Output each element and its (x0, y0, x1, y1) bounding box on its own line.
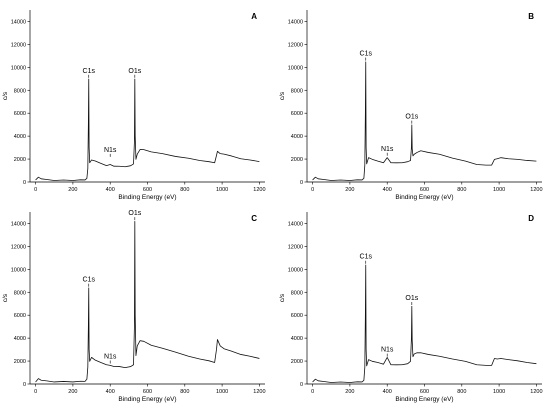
x-tick-label: 1000 (216, 187, 228, 193)
y-axis-label: c/s (279, 293, 286, 302)
y-tick-label: 6000 (14, 313, 26, 319)
x-tick-label: 1000 (216, 389, 228, 395)
x-tick-label: 800 (457, 389, 466, 395)
y-tick-label: 10000 (11, 267, 26, 273)
x-tick-label: 1200 (253, 187, 265, 193)
y-tick-label: 0 (300, 180, 303, 186)
y-tick-label: 14000 (288, 19, 303, 25)
spectrum-line (35, 78, 260, 181)
y-tick-label: 10000 (11, 65, 26, 71)
x-tick-label: 1200 (253, 389, 265, 395)
y-tick-label: 14000 (288, 221, 303, 227)
x-tick-label: 600 (143, 187, 152, 193)
peak-label-o1s: O1s (405, 295, 418, 302)
x-axis-label: Binding Energy (eV) (118, 194, 176, 201)
y-tick-label: 6000 (291, 313, 303, 319)
peak-label-n1s: N1s (104, 147, 117, 154)
x-tick-label: 0 (311, 187, 314, 193)
x-tick-label: 400 (106, 187, 115, 193)
y-tick-label: 4000 (291, 134, 303, 140)
x-tick-label: 1200 (530, 389, 542, 395)
y-axis-label: c/s (2, 91, 9, 100)
y-tick-label: 8000 (291, 290, 303, 296)
spectrum-panel-d: 0 2000 4000 6000 8000 10000 12000 14000 0 200 400 6… (279, 212, 543, 403)
peak-label-c1s: C1s (360, 254, 373, 261)
peak-label-o1s: O1s (128, 210, 141, 217)
y-tick-label: 0 (23, 180, 26, 186)
y-axis-label: c/s (2, 293, 9, 302)
x-axis-label: Binding Energy (eV) (118, 396, 176, 403)
peak-label-c1s: C1s (360, 51, 373, 58)
y-tick-label: 0 (300, 382, 303, 388)
x-axis-label: Binding Energy (eV) (395, 194, 453, 201)
spectrum-line (35, 221, 260, 383)
spectrum-line (312, 264, 537, 383)
x-tick-label: 200 (68, 389, 77, 395)
y-tick-label: 4000 (291, 336, 303, 342)
x-tick-label: 400 (383, 389, 392, 395)
x-tick-label: 1000 (493, 187, 505, 193)
y-axis-label: c/s (279, 91, 286, 100)
x-tick-label: 600 (143, 389, 152, 395)
y-tick-label: 12000 (288, 42, 303, 48)
y-tick-label: 2000 (291, 157, 303, 163)
y-tick-label: 12000 (11, 42, 26, 48)
x-tick-label: 0 (34, 187, 37, 193)
x-tick-label: 800 (180, 389, 189, 395)
y-tick-label: 10000 (288, 65, 303, 71)
x-tick-label: 200 (68, 187, 77, 193)
y-tick-label: 0 (23, 382, 26, 388)
x-tick-label: 400 (383, 187, 392, 193)
peak-label-n1s: N1s (381, 146, 394, 153)
panel-letter: C (251, 214, 257, 223)
y-tick-label: 6000 (291, 111, 303, 117)
peak-label-n1s: N1s (381, 347, 394, 354)
peak-label-c1s: C1s (83, 68, 96, 75)
y-tick-label: 8000 (291, 88, 303, 94)
y-tick-label: 12000 (11, 244, 26, 250)
spectrum-panel-b: 0 2000 4000 6000 8000 10000 12000 14000 0 200 400 6… (279, 10, 543, 201)
y-tick-label: 8000 (14, 88, 26, 94)
x-axis-label: Binding Energy (eV) (395, 396, 453, 403)
x-tick-label: 200 (345, 389, 354, 395)
x-tick-label: 600 (420, 389, 429, 395)
x-tick-label: 800 (180, 187, 189, 193)
y-tick-label: 14000 (11, 221, 26, 227)
y-tick-label: 8000 (14, 290, 26, 296)
spectrum-panel-a: 0 2000 4000 6000 8000 10000 12000 14000 0 200 400 6… (2, 10, 266, 201)
x-tick-label: 0 (311, 389, 314, 395)
x-tick-label: 200 (345, 187, 354, 193)
y-tick-label: 10000 (288, 267, 303, 273)
y-tick-label: 2000 (14, 157, 26, 163)
y-tick-label: 2000 (14, 359, 26, 365)
x-tick-label: 800 (457, 187, 466, 193)
y-tick-label: 6000 (14, 111, 26, 117)
x-tick-label: 400 (106, 389, 115, 395)
peak-label-n1s: N1s (104, 354, 117, 361)
panel-letter: D (528, 214, 534, 223)
peak-label-o1s: O1s (128, 68, 141, 75)
y-tick-label: 14000 (11, 19, 26, 25)
x-tick-label: 600 (420, 187, 429, 193)
x-tick-label: 0 (34, 389, 37, 395)
panel-letter: A (251, 12, 257, 21)
panel-letter: B (528, 12, 534, 21)
peak-label-c1s: C1s (83, 277, 96, 284)
x-tick-label: 1000 (493, 389, 505, 395)
y-tick-label: 4000 (14, 336, 26, 342)
y-tick-label: 12000 (288, 244, 303, 250)
spectrum-panel-c: 0 2000 4000 6000 8000 10000 12000 14000 0 200 400 6… (2, 210, 266, 403)
spectrum-line (312, 61, 537, 181)
peak-label-o1s: O1s (405, 114, 418, 121)
x-tick-label: 1200 (530, 187, 542, 193)
y-tick-label: 4000 (14, 134, 26, 140)
y-tick-label: 2000 (291, 359, 303, 365)
